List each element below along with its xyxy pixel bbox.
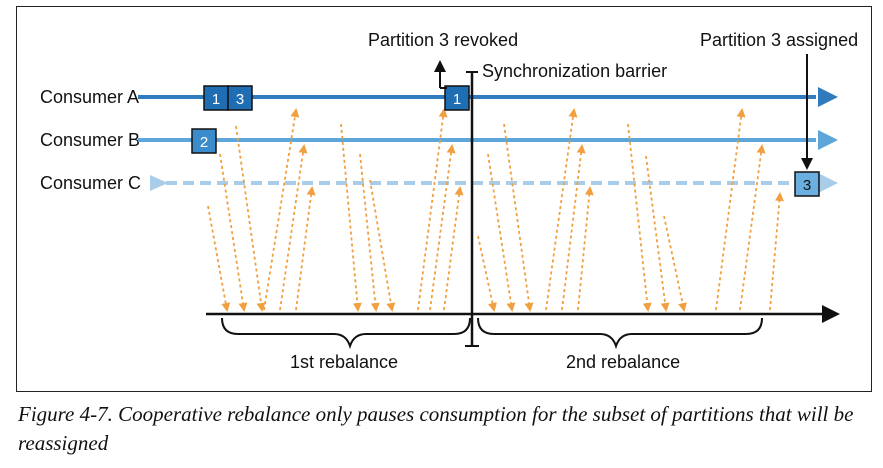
partition-box xyxy=(444,85,470,111)
message-arrow xyxy=(769,192,784,311)
message-arrow xyxy=(417,108,448,311)
consumer-c-start-arrowhead xyxy=(150,175,168,191)
message-arrow xyxy=(263,108,300,311)
consumer-a-arrowhead xyxy=(818,87,838,107)
consumer-b-partitions: 2 xyxy=(191,128,217,154)
second-rebalance-label: 2nd rebalance xyxy=(566,352,680,372)
message-arrow xyxy=(715,108,746,311)
consumer-b-arrowhead xyxy=(818,130,838,150)
revoked-label: Partition 3 revoked xyxy=(368,30,518,50)
message-arrow xyxy=(627,123,652,312)
partition-label: 2 xyxy=(200,134,208,151)
coordinator-timeline xyxy=(206,305,840,323)
timeline-arrowhead xyxy=(822,305,840,323)
consumer-b-row: Consumer B xyxy=(40,130,838,150)
consumer-c-arrowhead xyxy=(818,173,838,193)
partition-box xyxy=(191,128,217,154)
partition-label: 3 xyxy=(803,177,811,194)
assigned-label: Partition 3 assigned xyxy=(700,30,858,50)
message-arrow xyxy=(340,123,362,312)
consumer-a-partition-after-revoke: 1 xyxy=(444,85,470,111)
rebalance-diagram: Consumer A Consumer B Consumer C xyxy=(16,6,872,392)
message-arrow xyxy=(279,144,308,311)
message-arrow xyxy=(487,153,516,312)
synchronization-barrier: Synchronization barrier xyxy=(465,61,667,347)
message-arrow xyxy=(207,205,231,312)
message-arrow xyxy=(443,186,464,311)
first-rebalance-label: 1st rebalance xyxy=(290,352,398,372)
barrier-label: Synchronization barrier xyxy=(482,61,667,81)
partition-box xyxy=(794,171,820,197)
message-arrow xyxy=(369,179,396,312)
message-arrow xyxy=(477,235,497,312)
message-arrow xyxy=(577,186,594,311)
rebalance-messages xyxy=(207,108,784,312)
message-arrow xyxy=(545,108,578,311)
consumer-b-label: Consumer B xyxy=(40,130,140,150)
consumer-a-row: Consumer A xyxy=(40,87,838,107)
diagram-border xyxy=(16,6,872,392)
revoked-annotation: Partition 3 revoked xyxy=(368,30,518,89)
partition-label: 1 xyxy=(212,91,220,108)
message-arrow xyxy=(219,153,248,312)
assigned-annotation: Partition 3 assigned xyxy=(700,30,858,170)
message-arrow xyxy=(429,144,456,311)
consumer-c-assigned-partition: 3 xyxy=(794,171,820,197)
message-arrow xyxy=(235,125,266,312)
consumer-a-partitions: 1 3 xyxy=(203,85,253,111)
consumer-c-label: Consumer C xyxy=(40,173,141,193)
second-rebalance-brace xyxy=(477,317,763,350)
figure-caption: Figure 4-7. Cooperative rebalance only p… xyxy=(18,402,854,455)
message-arrow xyxy=(739,144,766,311)
partition-label: 3 xyxy=(236,91,244,108)
message-arrow xyxy=(359,153,380,312)
partition-label: 1 xyxy=(453,91,461,108)
partition-box xyxy=(227,85,253,111)
first-rebalance-brace xyxy=(221,317,471,350)
message-arrow xyxy=(645,155,670,312)
consumer-c-row: Consumer C xyxy=(40,173,838,193)
message-arrow xyxy=(503,123,534,312)
message-arrow xyxy=(295,186,316,311)
consumer-a-label: Consumer A xyxy=(40,87,139,107)
message-arrow xyxy=(663,215,687,312)
